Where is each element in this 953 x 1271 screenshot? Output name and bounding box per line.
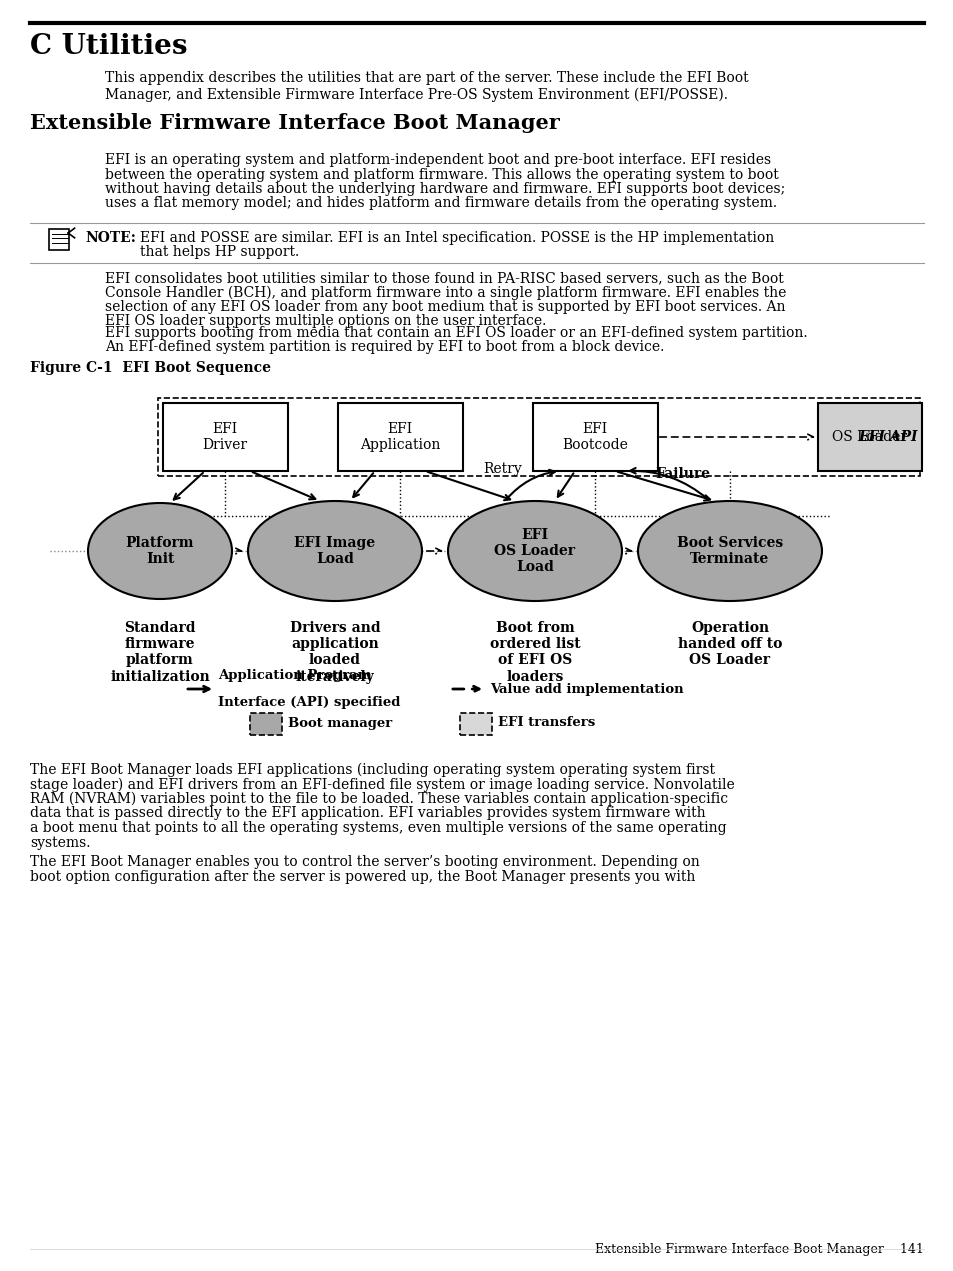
Ellipse shape <box>88 503 232 599</box>
Text: systems.: systems. <box>30 835 91 849</box>
Text: that helps HP support.: that helps HP support. <box>140 245 299 259</box>
Text: An EFI-defined system partition is required by EFI to boot from a block device.: An EFI-defined system partition is requi… <box>105 341 663 355</box>
Text: OS Loader: OS Loader <box>832 430 906 444</box>
Text: C Utilities: C Utilities <box>30 33 188 60</box>
Text: This appendix describes the utilities that are part of the server. These include: This appendix describes the utilities th… <box>105 71 748 102</box>
Text: selection of any EFI OS loader from any boot medium that is supported by EFI boo: selection of any EFI OS loader from any … <box>105 300 784 314</box>
Text: EFI and POSSE are similar. EFI is an Intel specification. POSSE is the HP implem: EFI and POSSE are similar. EFI is an Int… <box>140 231 774 245</box>
Text: a boot menu that points to all the operating systems, even multiple versions of : a boot menu that points to all the opera… <box>30 821 726 835</box>
Text: stage loader) and EFI drivers from an EFI-defined file system or image loading s: stage loader) and EFI drivers from an EF… <box>30 778 734 792</box>
Text: EFI is an operating system and platform-independent boot and pre-boot interface.: EFI is an operating system and platform-… <box>105 153 770 167</box>
Text: uses a flat memory model; and hides platform and firmware details from the opera: uses a flat memory model; and hides plat… <box>105 197 777 211</box>
Text: EFI transfers: EFI transfers <box>497 717 595 730</box>
Text: EFI
OS Loader
Load: EFI OS Loader Load <box>494 527 575 574</box>
Text: Boot Services
Terminate: Boot Services Terminate <box>677 536 782 566</box>
Text: Standard
firmware
platform
initialization: Standard firmware platform initializatio… <box>110 622 210 684</box>
FancyBboxPatch shape <box>337 403 462 472</box>
Text: Operation
handed off to
OS Loader: Operation handed off to OS Loader <box>677 622 781 667</box>
Text: Boot manager: Boot manager <box>288 717 392 730</box>
Text: Extensible Firmware Interface Boot Manager: Extensible Firmware Interface Boot Manag… <box>30 113 559 133</box>
Text: Application Program: Application Program <box>218 669 372 683</box>
FancyBboxPatch shape <box>50 229 69 250</box>
FancyBboxPatch shape <box>533 403 658 472</box>
Ellipse shape <box>248 501 421 601</box>
Text: EFI consolidates boot utilities similar to those found in PA-RISC based servers,: EFI consolidates boot utilities similar … <box>105 271 783 285</box>
Text: between the operating system and platform firmware. This allows the operating sy: between the operating system and platfor… <box>105 168 778 182</box>
FancyBboxPatch shape <box>163 403 288 472</box>
Text: EFI OS loader supports multiple options on the user interface.: EFI OS loader supports multiple options … <box>105 314 546 328</box>
Text: data that is passed directly to the EFI application. EFI variables provides syst: data that is passed directly to the EFI … <box>30 807 705 821</box>
Text: Value add implementation: Value add implementation <box>490 683 683 695</box>
Text: Boot from
ordered list
of EFI OS
loaders: Boot from ordered list of EFI OS loaders <box>489 622 579 684</box>
Text: Retry: Retry <box>482 461 521 477</box>
Text: without having details about the underlying hardware and firmware. EFI supports : without having details about the underly… <box>105 182 784 196</box>
Text: Drivers and
application
loaded
iteratively: Drivers and application loaded iterative… <box>290 622 380 684</box>
Text: Platform
Init: Platform Init <box>126 536 194 566</box>
Text: Figure C-1  EFI Boot Sequence: Figure C-1 EFI Boot Sequence <box>30 361 271 375</box>
Ellipse shape <box>638 501 821 601</box>
Text: NOTE:: NOTE: <box>85 231 135 245</box>
Ellipse shape <box>448 501 621 601</box>
Text: EFI Image
Load: EFI Image Load <box>294 536 375 566</box>
Text: EFI
Bootcode: EFI Bootcode <box>561 422 627 452</box>
Text: EFI
Driver: EFI Driver <box>202 422 247 452</box>
Text: Extensible Firmware Interface Boot Manager    141: Extensible Firmware Interface Boot Manag… <box>595 1243 923 1256</box>
Text: Failure: Failure <box>655 466 709 480</box>
Text: Interface (API) specified: Interface (API) specified <box>218 697 400 709</box>
FancyBboxPatch shape <box>817 403 921 472</box>
Text: RAM (NVRAM) variables point to the file to be loaded. These variables contain ap: RAM (NVRAM) variables point to the file … <box>30 792 727 806</box>
FancyBboxPatch shape <box>459 713 492 735</box>
Text: boot option configuration after the server is powered up, the Boot Manager prese: boot option configuration after the serv… <box>30 869 695 883</box>
Text: Console Handler (BCH), and platform firmware into a single platform firmware. EF: Console Handler (BCH), and platform firm… <box>105 286 785 300</box>
FancyBboxPatch shape <box>250 713 282 735</box>
Text: The EFI Boot Manager loads EFI applications (including operating system operatin: The EFI Boot Manager loads EFI applicati… <box>30 763 714 778</box>
Text: EFI API: EFI API <box>858 430 917 444</box>
Text: The EFI Boot Manager enables you to control the server’s booting environment. De: The EFI Boot Manager enables you to cont… <box>30 855 699 869</box>
Text: EFI
Application: EFI Application <box>359 422 439 452</box>
Text: EFI supports booting from media that contain an EFI OS loader or an EFI-defined : EFI supports booting from media that con… <box>105 325 807 341</box>
